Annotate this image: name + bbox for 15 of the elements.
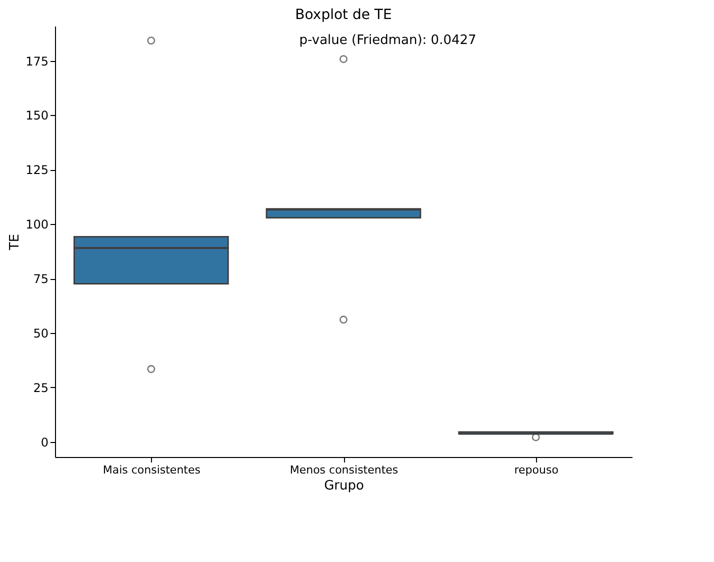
x-tick-label: repouso [514, 464, 559, 476]
y-tick-label: 100 [26, 218, 48, 232]
x-tick-label: Menos consistentes [290, 464, 398, 476]
chart-title: Boxplot de TE [295, 7, 392, 23]
x-tick-label: Mais consistentes [102, 464, 201, 476]
x-axis-title: Grupo [324, 478, 364, 494]
y-tick-label: 0 [40, 435, 48, 450]
y-axis-title: TE [8, 234, 23, 252]
y-tick-label: 50 [33, 326, 48, 340]
y-tick-label: 25 [33, 380, 48, 395]
y-tick-label: 75 [33, 272, 48, 286]
y-tick-label: 150 [26, 108, 48, 123]
y-tick-label: 125 [26, 163, 48, 178]
annotation: p-value (Friedman): 0.0427 [299, 33, 476, 48]
y-tick-label: 175 [26, 54, 48, 68]
